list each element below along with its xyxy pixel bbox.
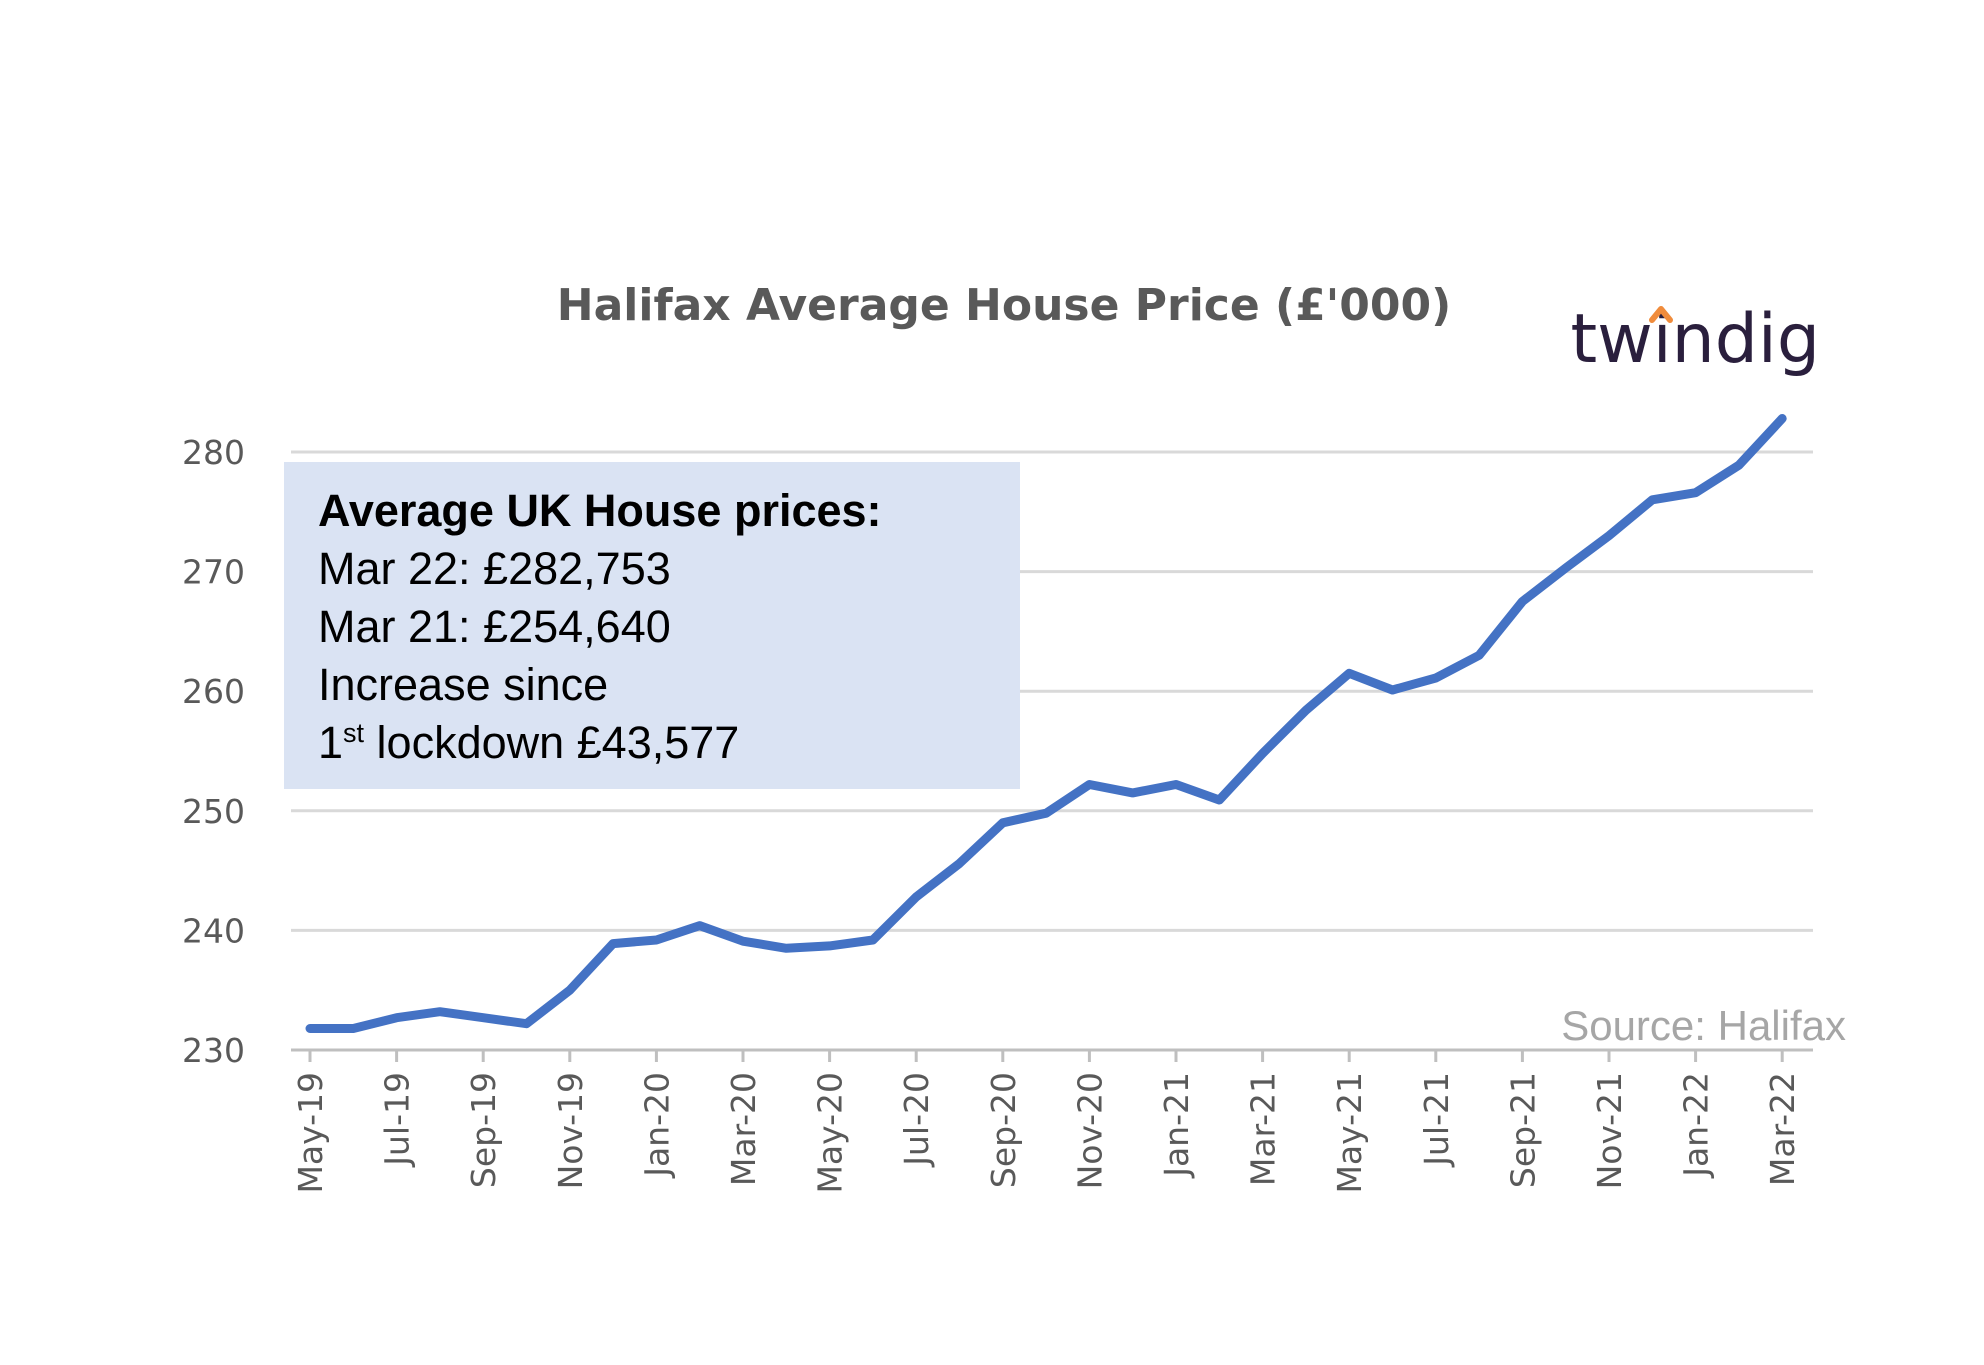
data-point-Jul-19 <box>396 1017 398 1019</box>
x-tick-label-Mar-20: Mar-20 <box>724 1072 763 1186</box>
data-point-Mar-21 <box>1262 752 1264 754</box>
x-tick-label-Nov-21: Nov-21 <box>1590 1072 1629 1189</box>
data-point-Aug-19 <box>439 1011 441 1013</box>
x-tick-label-Jan-21: Jan-21 <box>1157 1072 1196 1179</box>
data-point-Feb-22 <box>1738 464 1740 466</box>
y-tick-label-230: 230 <box>182 1031 245 1070</box>
lockdown-amount: lockdown £43,577 <box>364 717 740 768</box>
data-point-Dec-20 <box>1132 792 1134 794</box>
source-note: Source: Halifax <box>1561 1002 1846 1049</box>
x-tick-label-Nov-20: Nov-20 <box>1070 1072 1109 1189</box>
data-point-Jul-21 <box>1435 677 1437 679</box>
y-tick-label-280: 280 <box>182 433 245 472</box>
summary-line-lockdown: 1st lockdown £43,577 <box>318 714 986 772</box>
data-point-Jul-20 <box>915 896 917 898</box>
data-point-Apr-21 <box>1305 709 1307 711</box>
data-point-Jan-21 <box>1175 783 1177 785</box>
x-tick-label-Sep-20: Sep-20 <box>984 1072 1023 1188</box>
y-axis-ticks: 230 240 250 260 270 280 <box>182 433 245 1070</box>
data-point-Jan-20 <box>655 939 657 941</box>
x-tick-label-Jan-20: Jan-20 <box>637 1072 676 1179</box>
y-tick-label-250: 250 <box>182 792 245 831</box>
data-point-Nov-20 <box>1088 783 1090 785</box>
data-point-Jun-21 <box>1392 689 1393 691</box>
data-point-Feb-20 <box>699 925 701 927</box>
x-tick-label-Jul-21: Jul-21 <box>1417 1072 1456 1168</box>
x-tick-label-Nov-19: Nov-19 <box>551 1072 590 1189</box>
data-point-May-21 <box>1348 672 1350 674</box>
data-point-Apr-20 <box>785 947 787 949</box>
x-tick-label-May-20: May-20 <box>811 1072 850 1194</box>
summary-box: Average UK House prices: Mar 22: £282,75… <box>284 462 1020 789</box>
x-tick-label-May-21: May-21 <box>1330 1072 1369 1194</box>
data-point-Oct-21 <box>1565 567 1567 569</box>
data-point-Dec-19 <box>612 943 614 945</box>
data-point-Jan-22 <box>1695 492 1697 494</box>
y-tick-label-270: 270 <box>182 553 245 592</box>
series-layer <box>305 414 1787 1033</box>
data-point-Aug-20 <box>959 862 960 864</box>
brand-text: twindig <box>1571 300 1821 379</box>
data-point-Sep-19 <box>482 1017 484 1019</box>
x-tick-label-Jul-19: Jul-19 <box>378 1072 417 1168</box>
x-tick-label-Sep-19: Sep-19 <box>464 1072 503 1188</box>
data-point-Mar-20 <box>742 940 744 942</box>
data-point-Sep-20 <box>1002 822 1004 824</box>
data-point-Sep-21 <box>1521 601 1523 602</box>
y-tick-label-240: 240 <box>182 911 245 950</box>
ordinal-suffix: st <box>343 718 365 748</box>
x-tick-label-Jan-22: Jan-22 <box>1677 1072 1716 1179</box>
x-tick-label-Mar-21: Mar-21 <box>1244 1072 1283 1186</box>
data-point-Jun-19 <box>352 1027 354 1029</box>
x-axis-ticks: May-19 Jul-19 Sep-19 Nov-19 Jan-20 Mar-20 May-… <box>291 1050 1802 1194</box>
x-tick-label-Mar-22: Mar-22 <box>1763 1072 1802 1186</box>
summary-line-increase: Increase since <box>318 659 609 710</box>
data-point-Oct-19 <box>526 1023 527 1025</box>
data-point-Oct-20 <box>1045 812 1047 814</box>
y-tick-label-260: 260 <box>182 672 245 711</box>
data-point-May-19 <box>309 1027 311 1029</box>
data-point-Aug-21 <box>1478 654 1480 656</box>
chart-title: Halifax Average House Price (£'000) <box>557 280 1451 331</box>
summary-line-mar21: Mar 21: £254,640 <box>318 601 671 652</box>
twindig-logo: twindig <box>1571 300 1821 379</box>
data-point-Feb-21 <box>1218 799 1220 801</box>
data-point-Jun-20 <box>872 939 874 941</box>
summary-line-mar22: Mar 22: £282,753 <box>318 543 671 594</box>
x-tick-label-Sep-21: Sep-21 <box>1503 1072 1542 1188</box>
data-point-Nov-21 <box>1608 535 1610 537</box>
data-point-Dec-21 <box>1651 499 1653 501</box>
data-point-Mar-22 <box>1781 418 1783 420</box>
ordinal-number: 1 <box>318 717 344 768</box>
roof-caret-icon <box>1649 306 1673 323</box>
summary-heading: Average UK House prices: <box>318 485 882 536</box>
data-point-May-20 <box>829 945 831 947</box>
x-tick-label-Jul-20: Jul-20 <box>897 1072 936 1168</box>
data-point-Nov-19 <box>569 989 571 991</box>
x-tick-label-May-19: May-19 <box>291 1072 330 1194</box>
